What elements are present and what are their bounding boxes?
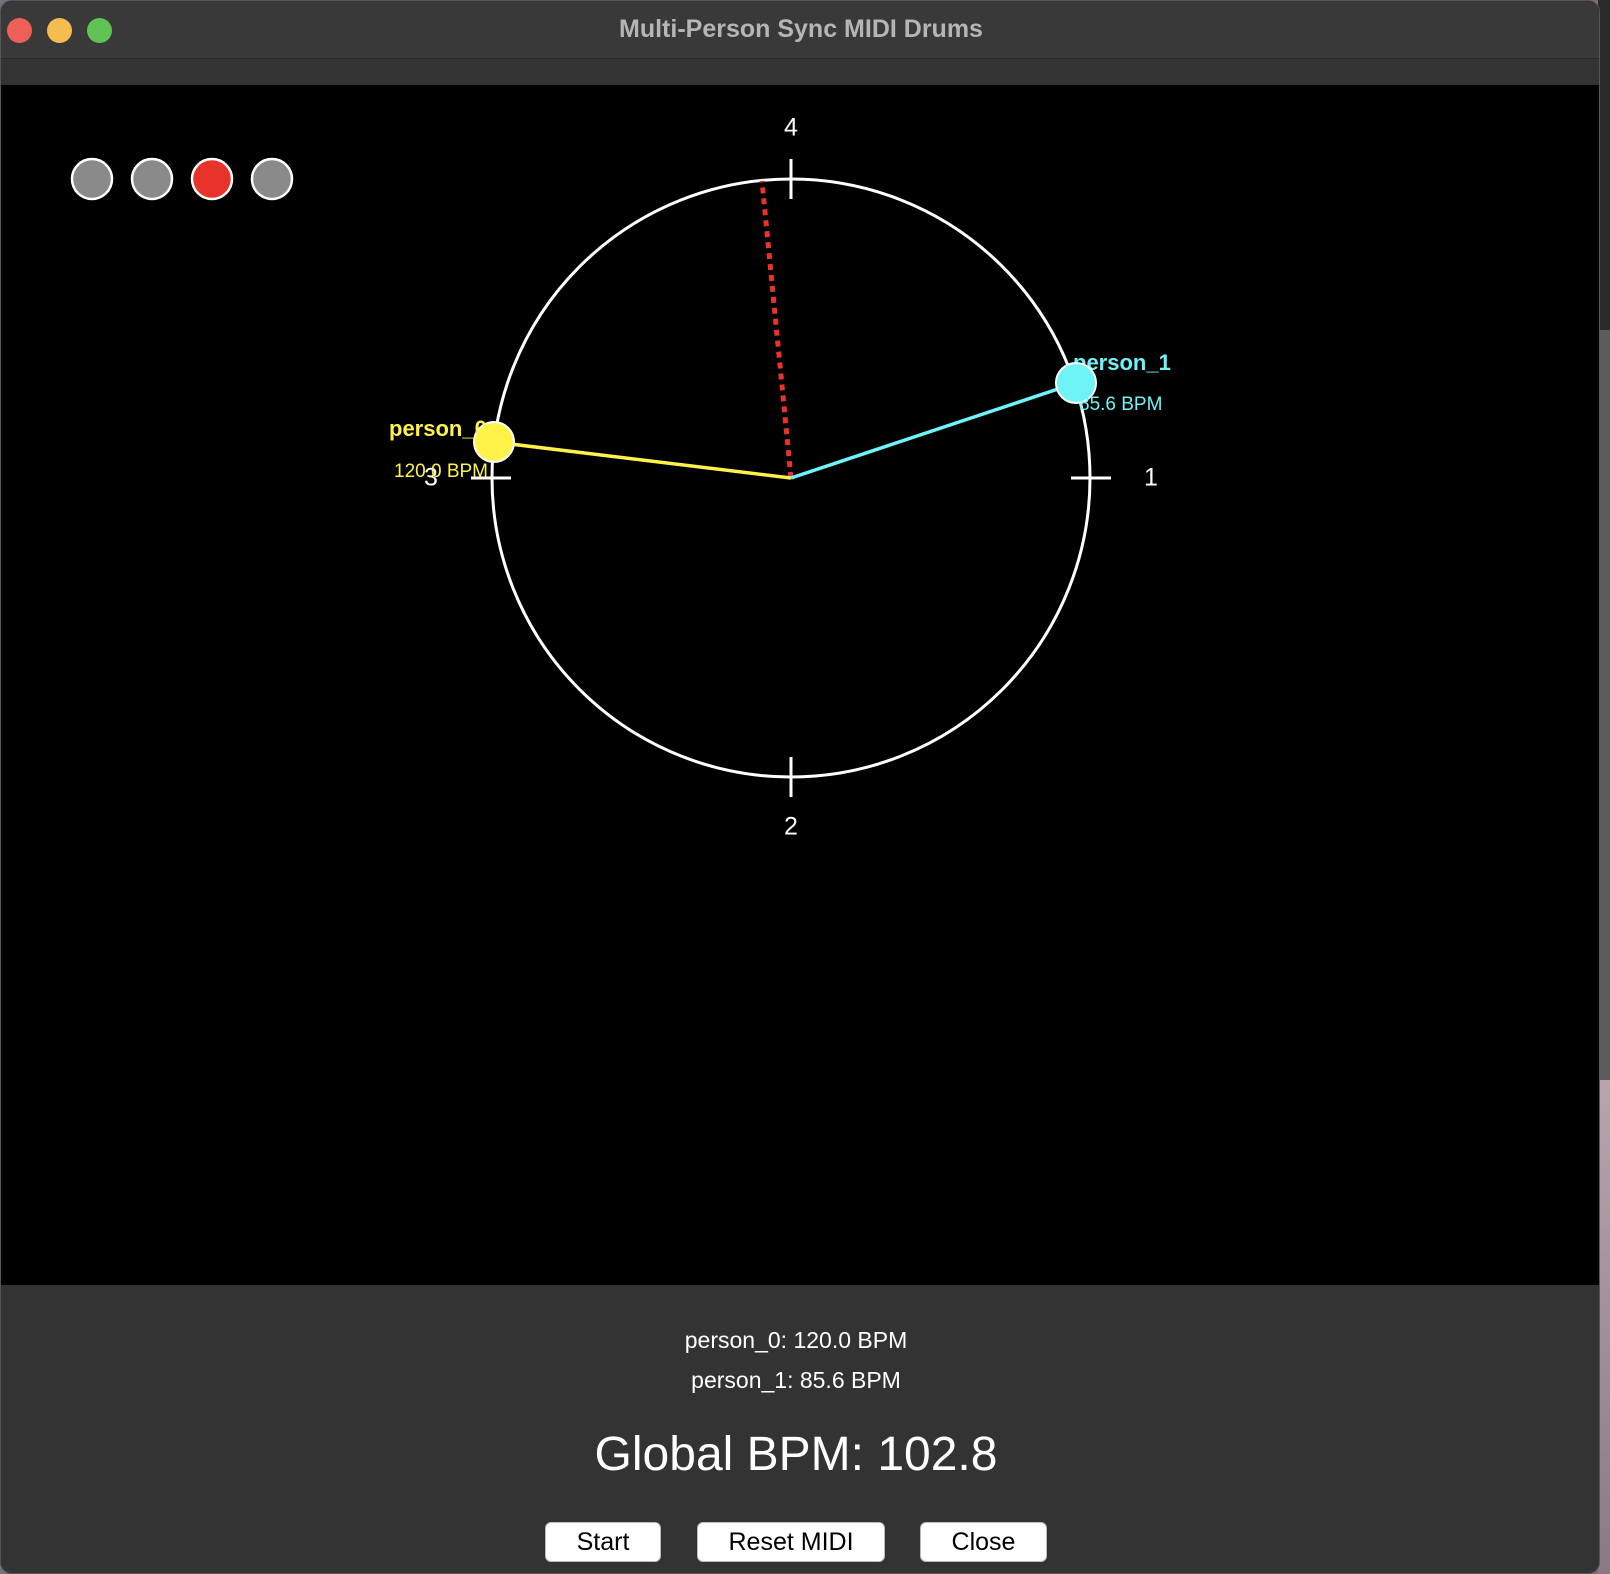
control-panel: person_0: 120.0 BPM person_1: 85.6 BPM G… <box>1 1285 1599 1573</box>
person-0-name: person_0 <box>389 416 487 441</box>
person-0-hand <box>493 440 792 480</box>
beat-label-right: 1 <box>1144 464 1158 492</box>
person-1-bpm-label: 85.6 BPM <box>1079 394 1162 415</box>
beat-label-left: 3 <box>424 464 438 492</box>
beat-indicator-2 <box>130 157 174 201</box>
global-bpm: Global BPM: 102.8 <box>594 1428 998 1481</box>
window-title: Multi-Person Sync MIDI Drums <box>619 15 983 43</box>
beat-indicator-4 <box>250 157 294 201</box>
person-0-bpm-status: person_0: 120.0 BPM <box>684 1327 908 1353</box>
person-1-bpm-status: person_1: 85.6 BPM <box>691 1367 901 1393</box>
toolbar-strip <box>1 59 1599 85</box>
playhead-line <box>759 180 794 479</box>
close-button[interactable]: Close <box>920 1522 1047 1562</box>
beat-indicator-3 <box>190 157 234 201</box>
window-minimize-icon[interactable] <box>47 18 72 43</box>
title-bar: Multi-Person Sync MIDI Drums <box>1 1 1599 59</box>
reset-midi-button[interactable]: Reset MIDI <box>697 1522 885 1562</box>
beat-label-bottom: 2 <box>784 813 798 841</box>
beat-canvas: 4 2 1 3 person_0 120.0 BPM person_1 85.6… <box>1 85 1599 1285</box>
beat-label-top: 4 <box>784 114 798 142</box>
beat-indicator-1 <box>70 157 114 201</box>
window-close-icon[interactable] <box>7 18 32 43</box>
start-button[interactable]: Start <box>545 1522 661 1562</box>
person-0-bpm-label: 120.0 BPM <box>394 461 488 482</box>
person-1-hand <box>790 381 1077 480</box>
background-desktop-strip <box>1598 0 1610 1574</box>
window-maximize-icon[interactable] <box>87 18 112 43</box>
person-1-marker[interactable] <box>1055 362 1097 404</box>
beat-dial-svg: 4 2 1 3 person_0 120.0 BPM person_1 85.6… <box>70 114 1171 841</box>
person-0-marker[interactable] <box>473 421 515 463</box>
